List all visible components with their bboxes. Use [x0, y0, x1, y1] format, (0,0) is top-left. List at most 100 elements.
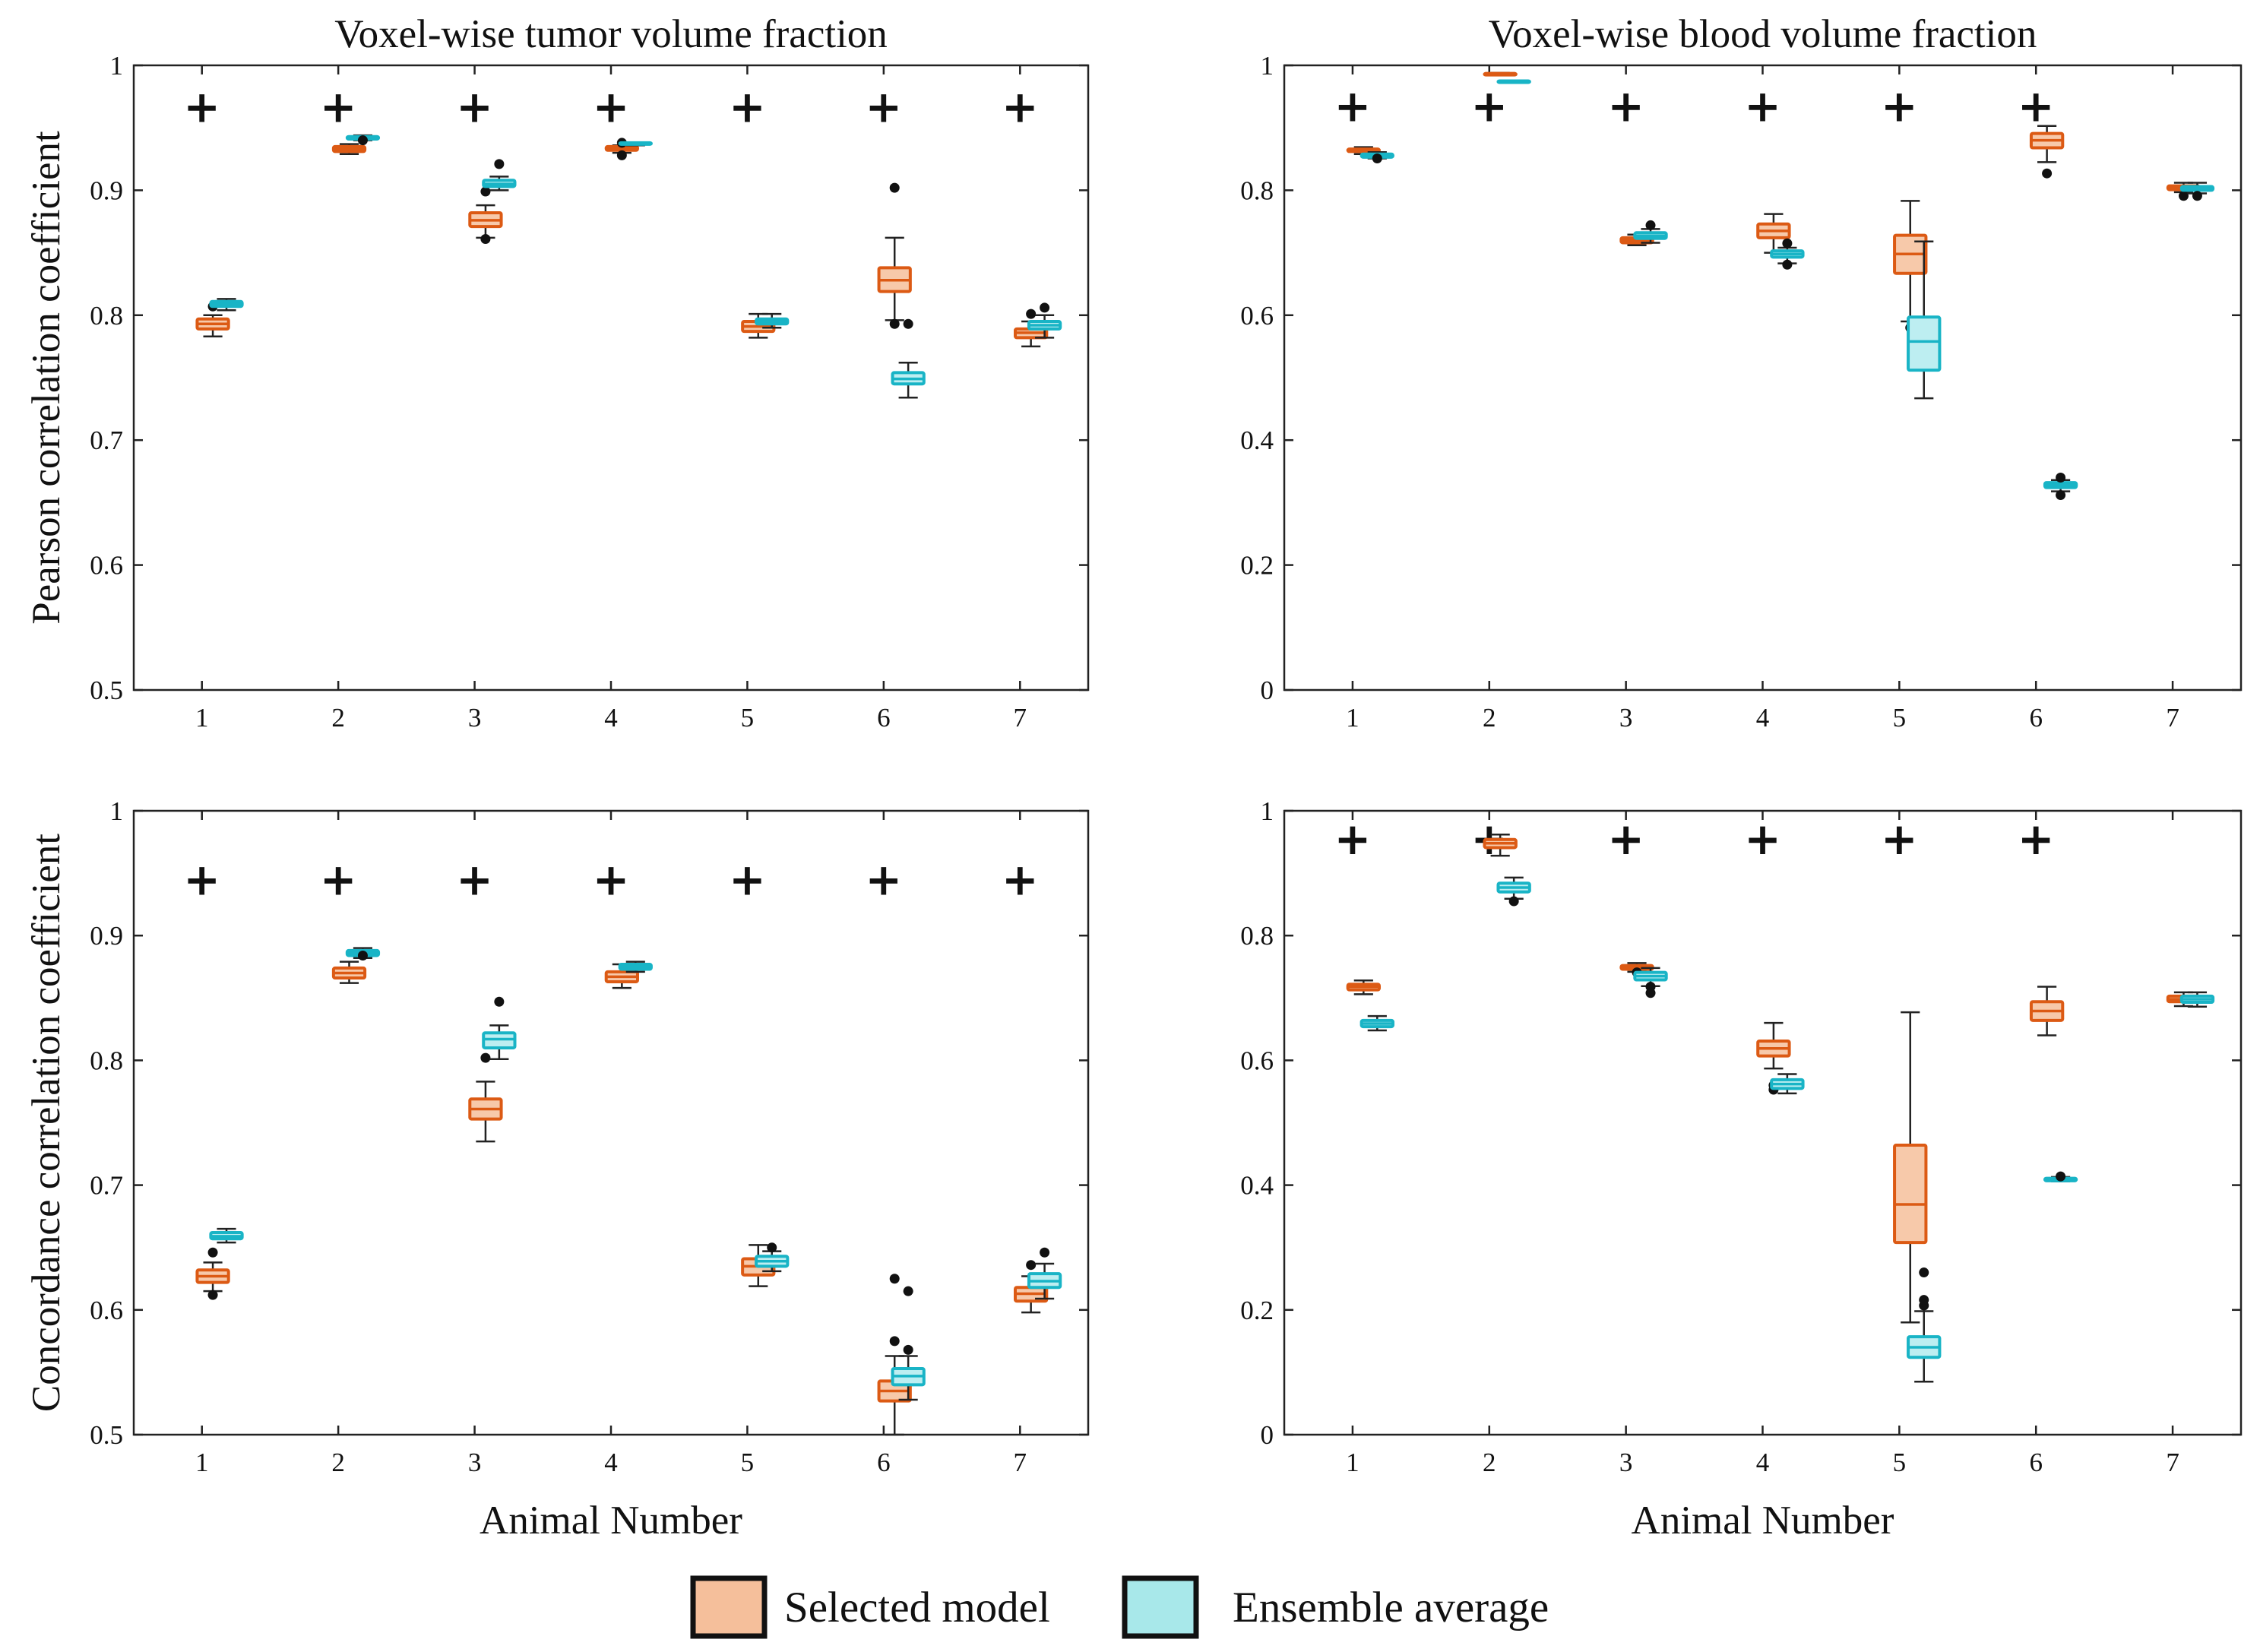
y-tick-label: 0.6	[1240, 1046, 1274, 1075]
box-selected-model-5	[1893, 200, 1928, 333]
x-tick-label: 1	[1346, 703, 1359, 733]
box-selected-model-5	[1893, 1011, 1928, 1324]
legend-label-selected-model: Selected model	[784, 1584, 1050, 1631]
outlier-point	[494, 996, 505, 1007]
outlier-point	[1026, 1260, 1037, 1271]
outlier-point	[616, 150, 627, 160]
significance-marker: +	[1002, 81, 1039, 132]
y-tick-label: 0.8	[90, 1046, 123, 1075]
x-tick-label: 4	[604, 703, 618, 733]
outlier-point	[903, 318, 913, 329]
significance-marker: +	[1607, 80, 1644, 131]
chart-panel-1: 0.5 0.6 0.7 0.8 0.9 1 1 2 3 4 5 6 7 Voxel-wise tumor …	[24, 12, 1090, 733]
y-tick-label: 0.7	[90, 1171, 123, 1201]
y-tick-label: 0.4	[1240, 1171, 1274, 1201]
x-tick-label: 3	[468, 703, 482, 733]
box-ensemble-average-6	[2043, 1171, 2078, 1182]
box-ensemble-average-5	[1907, 1267, 1942, 1383]
outlier-point	[207, 1247, 218, 1258]
y-axis-label: Pearson correlation coefficient	[24, 131, 68, 625]
box-ensemble-average-6	[891, 318, 926, 399]
outlier-point	[1782, 259, 1793, 270]
significance-marker: +	[593, 81, 630, 132]
x-tick-label: 2	[1483, 1448, 1496, 1477]
significance-marker: +	[183, 81, 220, 132]
outlier-point	[480, 234, 491, 245]
box-ensemble-average-3	[482, 159, 517, 191]
x-tick-label: 3	[1619, 703, 1633, 733]
x-axis-label: Animal Number	[480, 1499, 742, 1543]
chart-panel-2: 0 0.2 0.4 0.6 0.8 1 1 2 3 4 5 6 7 Voxel-wise blood vo…	[1240, 12, 2243, 733]
x-axis-label: Animal Number	[1632, 1499, 1894, 1543]
outlier-point	[1040, 1247, 1050, 1258]
outlier-point	[2178, 191, 2189, 201]
significance-marker: +	[1470, 80, 1508, 131]
outlier-point	[2056, 1171, 2066, 1182]
box-ensemble-average-1	[209, 1227, 244, 1244]
x-tick-label: 1	[195, 703, 209, 733]
outlier-point	[2056, 473, 2066, 483]
box-ensemble-average-5	[1907, 240, 1942, 400]
significance-marker: +	[183, 853, 220, 905]
outlier-point	[1919, 1295, 1929, 1305]
box-ensemble-average-6	[891, 1286, 926, 1401]
box-ensemble-average-1	[209, 298, 244, 312]
outlier-point	[1508, 896, 1519, 907]
box-selected-model-2	[331, 961, 367, 984]
box-ensemble-average-7	[2179, 991, 2215, 1008]
significance-marker: +	[866, 81, 903, 132]
y-tick-label: 0	[1261, 676, 1274, 705]
y-tick-label: 0.5	[90, 676, 123, 705]
outlier-point	[207, 1290, 218, 1300]
box-ensemble-average-7	[1027, 1247, 1062, 1300]
significance-marker: +	[1744, 80, 1781, 131]
box-ensemble-average-6	[2043, 473, 2078, 501]
panels-layer: 0.5 0.6 0.7 0.8 0.9 1 1 2 3 4 5 6 7 Voxel-wise tumor …	[24, 12, 2243, 1543]
box-ensemble-average-3	[1633, 220, 1668, 244]
significance-marker: +	[1334, 80, 1372, 131]
significance-marker: +	[1881, 813, 1918, 865]
y-axis-label: Concordance correlation coefficient	[24, 834, 68, 1413]
legend: Selected model Ensemble average	[690, 1575, 1549, 1639]
box-ensemble-average-2	[345, 947, 381, 961]
outlier-point	[1645, 988, 1656, 998]
outlier-point	[480, 1052, 491, 1063]
y-tick-label: 1	[110, 51, 124, 81]
box-ensemble-average-1	[1359, 1014, 1394, 1032]
box-selected-model-4	[1756, 1021, 1791, 1095]
y-tick-label: 0.8	[90, 301, 123, 331]
x-tick-label: 1	[1346, 1448, 1359, 1477]
box-ensemble-average-1	[1359, 151, 1394, 163]
outlier-point	[889, 318, 900, 329]
outlier-point	[767, 1242, 777, 1253]
x-tick-label: 6	[2029, 1448, 2043, 1477]
y-tick-label: 0.6	[90, 1296, 123, 1325]
significance-marker: +	[1002, 853, 1039, 905]
x-tick-label: 5	[741, 703, 755, 733]
box-selected-model-1	[195, 301, 230, 337]
x-tick-label: 6	[877, 1448, 891, 1477]
y-tick-label: 1	[1261, 51, 1274, 81]
x-tick-label: 7	[1014, 1448, 1027, 1477]
x-tick-label: 3	[1619, 1448, 1633, 1477]
outlier-point	[494, 159, 505, 169]
significance-marker: +	[729, 853, 766, 905]
box-iqr	[1907, 315, 1942, 372]
box-ensemble-average-7	[2179, 182, 2215, 201]
x-tick-label: 1	[195, 1448, 209, 1477]
outlier-point	[903, 1286, 913, 1296]
x-tick-label: 5	[1893, 1448, 1907, 1477]
y-tick-label: 0.8	[1240, 176, 1274, 205]
outlier-point	[903, 1344, 913, 1355]
box-selected-model-6	[877, 182, 912, 329]
y-tick-label: 0.9	[90, 176, 123, 205]
outlier-point	[1372, 153, 1382, 163]
x-tick-label: 5	[1893, 703, 1907, 733]
box-ensemble-average-2	[1496, 876, 1531, 907]
x-tick-label: 4	[604, 1448, 618, 1477]
x-tick-label: 2	[331, 703, 345, 733]
box-ensemble-average-3	[1633, 967, 1668, 998]
